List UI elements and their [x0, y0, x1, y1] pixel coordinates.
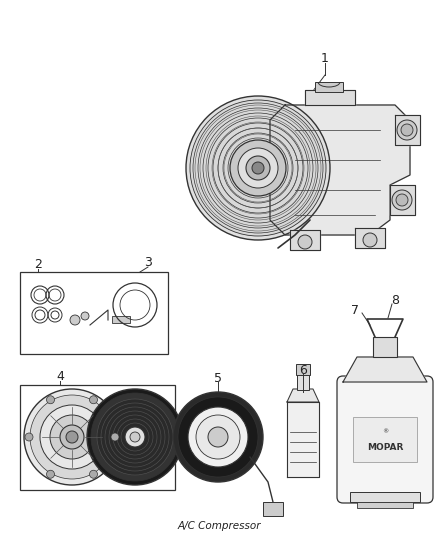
Circle shape — [363, 233, 377, 247]
Circle shape — [401, 124, 413, 136]
Text: 8: 8 — [391, 294, 399, 306]
Circle shape — [111, 433, 119, 441]
Circle shape — [97, 399, 173, 475]
Bar — [112, 316, 130, 323]
Circle shape — [130, 432, 140, 442]
Text: 5: 5 — [214, 372, 222, 384]
Circle shape — [173, 392, 263, 482]
Circle shape — [246, 156, 270, 180]
Circle shape — [121, 423, 149, 451]
Circle shape — [89, 470, 98, 478]
Bar — [315, 82, 343, 92]
Bar — [373, 337, 397, 357]
Circle shape — [109, 411, 161, 463]
Circle shape — [208, 427, 228, 447]
Bar — [350, 492, 420, 502]
Circle shape — [30, 395, 114, 479]
Polygon shape — [290, 230, 320, 250]
Polygon shape — [355, 228, 385, 248]
Bar — [357, 502, 413, 508]
Circle shape — [252, 162, 264, 174]
Circle shape — [81, 312, 89, 320]
Circle shape — [396, 194, 408, 206]
Circle shape — [87, 389, 183, 485]
Circle shape — [46, 396, 54, 404]
Circle shape — [178, 397, 258, 477]
Circle shape — [66, 431, 78, 443]
Text: 1: 1 — [321, 52, 329, 64]
Bar — [297, 374, 309, 390]
Circle shape — [24, 389, 120, 485]
Circle shape — [25, 433, 33, 441]
Circle shape — [46, 470, 54, 478]
Text: 7: 7 — [351, 303, 359, 317]
Polygon shape — [395, 115, 420, 145]
Polygon shape — [343, 357, 427, 382]
Bar — [20, 272, 168, 354]
Bar — [353, 417, 417, 462]
Circle shape — [117, 419, 153, 455]
Polygon shape — [287, 402, 319, 477]
Circle shape — [190, 100, 326, 236]
Circle shape — [186, 96, 330, 240]
Circle shape — [238, 148, 278, 188]
Circle shape — [91, 393, 179, 481]
Bar — [296, 364, 310, 375]
Text: MOPAR: MOPAR — [367, 442, 403, 451]
Circle shape — [230, 140, 286, 196]
Polygon shape — [390, 185, 415, 215]
Circle shape — [298, 235, 312, 249]
Circle shape — [70, 315, 80, 325]
Circle shape — [40, 405, 104, 469]
Circle shape — [89, 396, 98, 404]
Polygon shape — [305, 90, 355, 105]
Circle shape — [397, 120, 417, 140]
Circle shape — [196, 415, 240, 459]
Text: ®: ® — [382, 430, 388, 434]
Circle shape — [50, 415, 94, 459]
Text: 6: 6 — [299, 364, 307, 376]
Circle shape — [105, 407, 165, 467]
Bar — [263, 502, 283, 516]
FancyBboxPatch shape — [337, 376, 433, 503]
Polygon shape — [287, 389, 319, 402]
Circle shape — [392, 190, 412, 210]
Circle shape — [101, 403, 169, 471]
Circle shape — [60, 425, 84, 449]
Bar — [20, 385, 175, 490]
Text: 3: 3 — [144, 256, 152, 270]
Polygon shape — [270, 105, 410, 235]
Circle shape — [188, 407, 248, 467]
Text: 4: 4 — [56, 370, 64, 384]
Text: A/C Compressor: A/C Compressor — [177, 521, 261, 531]
Circle shape — [113, 415, 157, 459]
Circle shape — [125, 427, 145, 447]
Text: 2: 2 — [34, 259, 42, 271]
